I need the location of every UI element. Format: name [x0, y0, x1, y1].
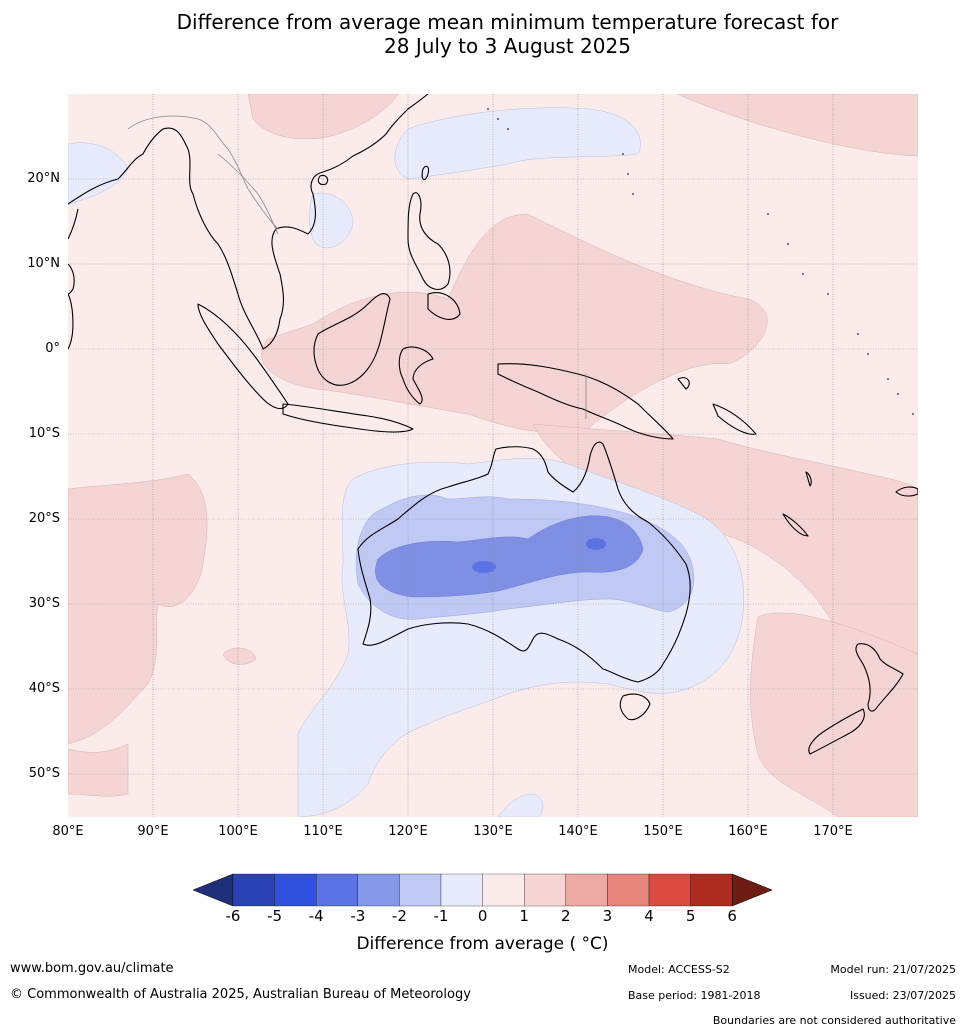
lat-label-50s: 50°S	[28, 766, 60, 781]
lat-label-10s: 10°S	[28, 426, 60, 441]
lon-label-150e: 150°E	[643, 824, 683, 839]
website-link[interactable]: www.bom.gov.au/climate	[10, 961, 174, 976]
colorbar-tick-label: 5	[685, 907, 696, 925]
colorbar-tick-label: 3	[602, 907, 613, 925]
map-title: Difference from average mean minimum tem…	[0, 10, 965, 58]
colorbar-segment	[316, 873, 358, 907]
issued-text: Issued: 23/07/2025	[849, 989, 956, 1002]
small-islands	[487, 108, 914, 415]
anomaly-minus-3-4-east	[586, 538, 606, 550]
lat-label-20n: 20°N	[27, 171, 60, 186]
colorbar-segment	[232, 873, 275, 907]
disclaimer-text: Boundaries are not considered authoritat…	[712, 1014, 956, 1027]
lon-label-140e: 140°E	[558, 824, 598, 839]
colorbar-tick-label: -3	[350, 907, 366, 925]
colorbar-tick-label: -1	[433, 907, 449, 925]
colorbar-segment	[357, 873, 400, 907]
lon-label-90e: 90°E	[137, 824, 169, 839]
colorbar-segment	[524, 873, 566, 907]
anomaly-minus-3-4-west	[472, 561, 496, 573]
lat-label-20s: 20°S	[28, 511, 60, 526]
colorbar-tick-label: 6	[727, 907, 737, 925]
model-run-text: Model run: 21/07/2025	[830, 963, 956, 976]
colorbar-title: Difference from average ( °C)	[356, 934, 609, 954]
colorbar-segment	[690, 873, 733, 907]
copyright-text: © Commonwealth of Australia 2025, Austra…	[10, 987, 471, 1002]
graticule	[68, 94, 918, 817]
lon-label-160e: 160°E	[728, 824, 768, 839]
colorbar-tick-label: 1	[519, 907, 529, 925]
colorbar-segment	[399, 873, 442, 907]
colorbar-tick-label: 2	[561, 907, 571, 925]
colorbar-tick-label: -5	[267, 907, 283, 925]
lon-label-130e: 130°E	[473, 824, 513, 839]
lat-label-0: 0°	[45, 341, 60, 356]
colorbar-tick-label: 0	[477, 907, 488, 925]
title-line-2: 28 July to 3 August 2025	[384, 34, 631, 58]
anomaly-minus-2-3	[375, 515, 644, 598]
lon-label-110e: 110°E	[303, 824, 343, 839]
colorbar-extend-high	[731, 873, 773, 907]
colorbar-tick-label: 4	[644, 907, 654, 925]
lat-label-10n: 10°N	[27, 256, 60, 271]
colorbar-segment	[648, 873, 691, 907]
lat-label-30s: 30°S	[28, 596, 60, 611]
country-borders	[127, 115, 587, 419]
colorbar-segment	[482, 873, 525, 907]
colorbar-segment	[274, 873, 317, 907]
colorbar-extend-low	[192, 873, 234, 907]
lon-label-100e: 100°E	[218, 824, 258, 839]
lon-label-120e: 120°E	[388, 824, 428, 839]
colorbar	[192, 873, 773, 907]
coastlines	[68, 94, 918, 755]
lon-label-170e: 170°E	[813, 824, 853, 839]
colorbar-segment	[440, 873, 483, 907]
colorbar-tick-label: -2	[391, 907, 407, 925]
forecast-map	[68, 94, 918, 817]
base-period-text: Base period: 1981-2018	[628, 989, 761, 1002]
lon-label-80e: 80°E	[52, 824, 84, 839]
colorbar-segment	[565, 873, 608, 907]
model-text: Model: ACCESS-S2	[628, 963, 730, 976]
colorbar-tick-label: -6	[225, 907, 241, 925]
colorbar-segment	[607, 873, 650, 907]
colorbar-tick-label: -4	[308, 907, 324, 925]
colorbar-segments	[192, 873, 773, 907]
title-line-1: Difference from average mean minimum tem…	[176, 10, 839, 34]
lat-label-40s: 40°S	[28, 681, 60, 696]
